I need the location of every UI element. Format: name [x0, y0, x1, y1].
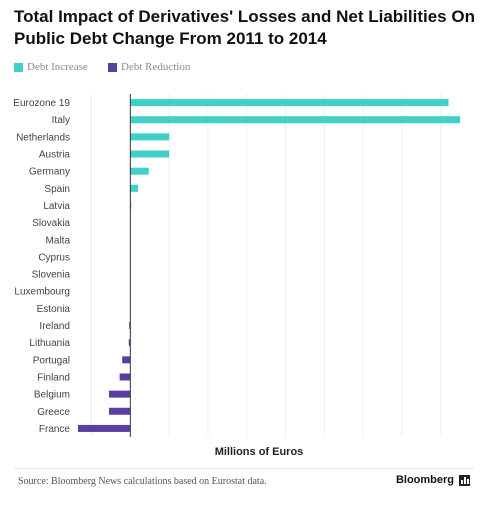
bar — [108, 390, 131, 398]
category-label: Austria — [39, 150, 71, 161]
source-note: Source: Bloomberg News calculations base… — [18, 476, 267, 487]
legend-swatch-increase — [14, 63, 23, 72]
legend-label-reduction: Debt Reduction — [121, 61, 191, 73]
category-label: Italy — [52, 115, 70, 126]
brand-logo: Bloomberg — [395, 474, 454, 486]
category-label: Portugal — [33, 355, 70, 366]
bar — [77, 424, 131, 432]
chart-title: Total Impact of Derivatives' Losses and … — [14, 7, 475, 48]
category-label: Malta — [46, 235, 71, 246]
category-label: Eurozone 19 — [13, 98, 70, 109]
category-label: Estonia — [37, 304, 71, 315]
category-label: Netherlands — [16, 132, 70, 143]
category-label: Greece — [37, 407, 70, 418]
category-label: Germany — [29, 167, 70, 178]
category-label: Latvia — [43, 201, 70, 212]
category-label: France — [39, 424, 71, 435]
category-label: Spain — [44, 184, 70, 195]
footer-divider — [14, 468, 474, 469]
bar-chart: Eurozone 19 Italy Netherlands Austria German… — [13, 94, 461, 437]
bar — [130, 184, 139, 192]
bar — [130, 167, 149, 175]
legend-label-increase: Debt Increase — [27, 61, 88, 73]
category-label: Finland — [37, 372, 70, 383]
bar — [108, 407, 131, 415]
category-label: Belgium — [34, 390, 70, 401]
category-label: Luxembourg — [14, 287, 70, 298]
bar — [119, 373, 131, 381]
category-label: Slovenia — [32, 270, 71, 281]
category-label: Lithuania — [29, 338, 70, 349]
bar — [122, 356, 131, 364]
bar — [130, 116, 461, 124]
category-label: Cyprus — [38, 252, 70, 263]
bar — [130, 150, 170, 158]
category-label: Slovakia — [32, 218, 70, 229]
bar-chart-icon — [459, 475, 470, 486]
bar — [130, 99, 449, 107]
category-label: Ireland — [39, 321, 70, 332]
legend-swatch-reduction — [108, 63, 117, 72]
bar — [130, 133, 170, 141]
bar — [129, 322, 131, 330]
bar — [128, 339, 131, 347]
x-axis-title: Millions of Euros — [214, 446, 304, 458]
